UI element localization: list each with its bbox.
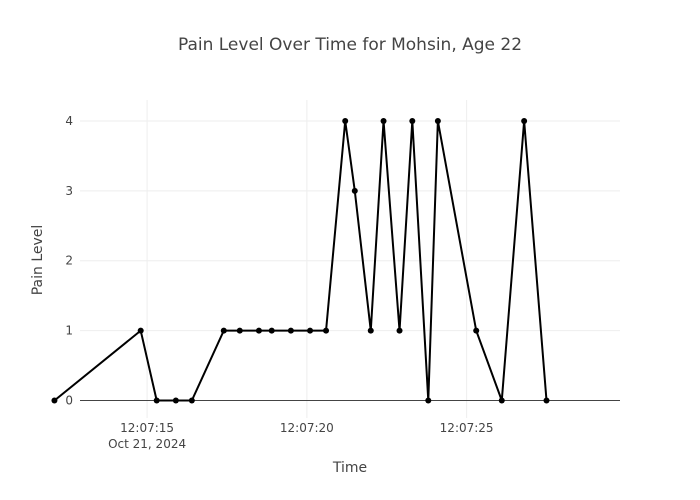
x-axis-title: Time (332, 460, 367, 476)
data-point[interactable] (188, 397, 195, 404)
x-tick-label: 12:07:15 (120, 421, 174, 435)
y-axis-title: Pain Level (30, 225, 46, 296)
x-tick-label: 12:07:25 (440, 421, 494, 435)
data-point[interactable] (351, 187, 358, 194)
x-tick-label: 12:07:20 (280, 421, 334, 435)
y-tick-label: 3 (65, 184, 73, 198)
data-point[interactable] (323, 327, 330, 334)
chart-title: Pain Level Over Time for Mohsin, Age 22 (178, 35, 522, 55)
data-point[interactable] (51, 397, 58, 404)
data-point[interactable] (287, 327, 294, 334)
y-tick-label: 4 (65, 114, 73, 128)
data-point[interactable] (220, 327, 227, 334)
data-point[interactable] (268, 327, 275, 334)
data-point[interactable] (255, 327, 262, 334)
data-point[interactable] (307, 327, 314, 334)
data-point[interactable] (153, 397, 160, 404)
data-point[interactable] (434, 117, 441, 124)
data-point[interactable] (498, 397, 505, 404)
data-point[interactable] (473, 327, 480, 334)
data-point[interactable] (425, 397, 432, 404)
data-point[interactable] (543, 397, 550, 404)
data-point[interactable] (380, 117, 387, 124)
data-point[interactable] (409, 117, 416, 124)
y-tick-label: 1 (65, 324, 73, 338)
data-point[interactable] (172, 397, 179, 404)
data-point[interactable] (396, 327, 403, 334)
series-layer (51, 117, 550, 404)
data-point[interactable] (367, 327, 374, 334)
data-point[interactable] (137, 327, 144, 334)
data-point[interactable] (236, 327, 243, 334)
x-date-label: Oct 21, 2024 (108, 437, 186, 451)
y-tick-label: 2 (65, 254, 73, 268)
y-tick-label: 0 (65, 394, 73, 408)
axes: 0 1 2 3 4 12:07:15 Oct 21, 2024 12:07:20 12:07:2… (65, 114, 493, 451)
data-point[interactable] (342, 117, 349, 124)
grid (80, 100, 620, 418)
data-point[interactable] (521, 117, 528, 124)
